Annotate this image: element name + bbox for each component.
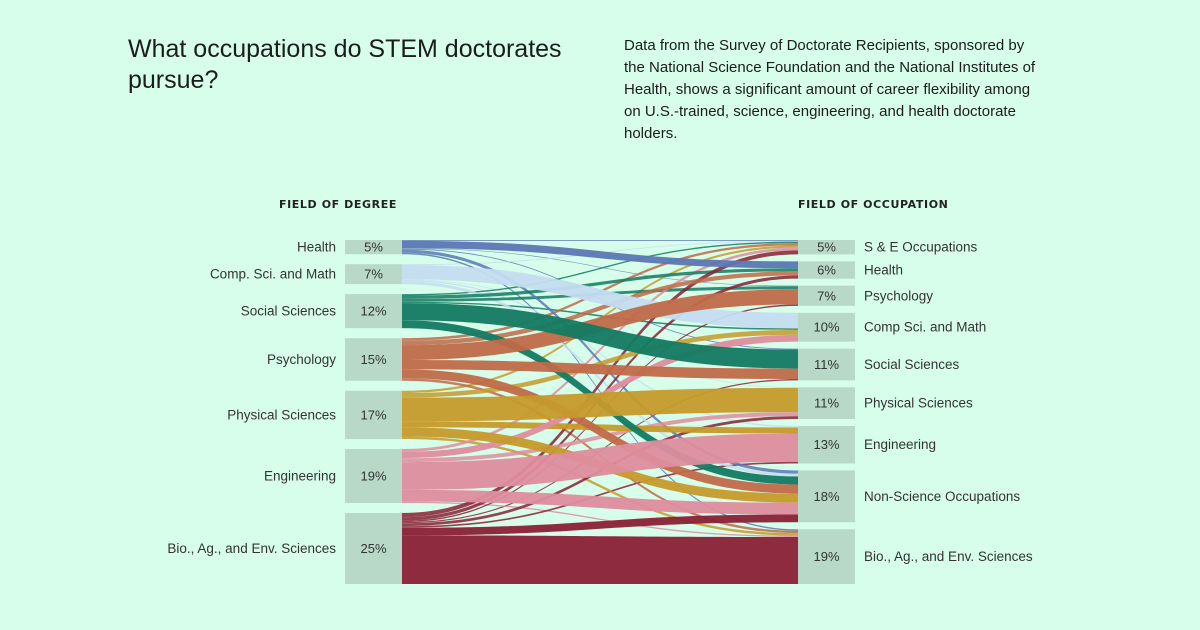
left-node-label-5: Engineering xyxy=(264,469,336,484)
left-node-1 xyxy=(345,264,402,285)
right-node-label-3: Comp Sci. and Math xyxy=(864,320,986,335)
right-node-label-5: Physical Sciences xyxy=(864,396,973,411)
flow-1-6 xyxy=(402,279,798,428)
left-node-5 xyxy=(345,449,402,503)
right-node-label-6: Engineering xyxy=(864,437,936,452)
flow-4-5 xyxy=(402,387,798,422)
right-node-percent-6: 13% xyxy=(813,437,839,452)
left-node-label-6: Bio., Ag., and Env. Sciences xyxy=(167,541,336,556)
left-node-0 xyxy=(345,240,402,255)
right-node-label-1: Health xyxy=(864,263,903,278)
right-node-1 xyxy=(798,261,855,279)
right-node-percent-4: 11% xyxy=(814,357,839,372)
left-axis-title: FIELD OF DEGREE xyxy=(279,198,397,211)
flow-group xyxy=(402,240,798,584)
right-node-percent-8: 19% xyxy=(813,549,839,564)
flow-4-3 xyxy=(402,329,798,398)
flow-0-1 xyxy=(402,240,798,269)
flow-2-4 xyxy=(402,303,798,369)
flow-0-2 xyxy=(402,248,798,287)
flow-5-5 xyxy=(402,412,798,463)
right-node-label-4: Social Sciences xyxy=(864,357,960,372)
flow-6-8 xyxy=(402,535,798,584)
right-node-8 xyxy=(798,529,855,584)
left-node-percent-4: 17% xyxy=(360,407,386,422)
flow-5-7 xyxy=(402,489,798,515)
right-node-percent-0: 5% xyxy=(817,240,836,255)
left-node-2 xyxy=(345,294,402,329)
flow-0-8 xyxy=(402,252,798,531)
left-node-percent-3: 15% xyxy=(360,352,386,367)
flow-1-3 xyxy=(402,265,798,329)
left-node-percent-2: 12% xyxy=(360,304,386,319)
right-node-percent-3: 10% xyxy=(813,320,839,335)
right-node-2 xyxy=(798,285,855,306)
flow-3-2 xyxy=(402,289,798,361)
chart-description: Data from the Survey of Doctorate Recipi… xyxy=(624,37,1036,142)
left-node-label-1: Comp. Sci. and Math xyxy=(210,267,336,282)
right-node-label-7: Non-Science Occupations xyxy=(864,489,1020,504)
right-node-label-8: Bio., Ag., and Env. Sciences xyxy=(864,549,1033,564)
right-axis-title: FIELD OF OCCUPATION xyxy=(798,198,948,211)
right-node-percent-5: 11% xyxy=(814,396,839,411)
chart-title: What occupations do STEM doctorates purs… xyxy=(128,35,562,94)
left-node-label-3: Psychology xyxy=(267,352,336,367)
node-group: 5% Health 7% Comp. Sci. and Math 12% Social S… xyxy=(167,240,1033,584)
right-node-0 xyxy=(798,240,855,255)
right-node-6 xyxy=(798,426,855,464)
right-node-percent-7: 18% xyxy=(813,489,839,504)
left-node-percent-5: 19% xyxy=(360,469,386,484)
right-node-label-2: Psychology xyxy=(864,288,933,303)
flow-5-0 xyxy=(402,247,798,452)
flow-0-0 xyxy=(402,240,798,241)
flow-3-4 xyxy=(402,360,798,380)
flow-1-7 xyxy=(402,281,798,477)
right-node-3 xyxy=(798,312,855,342)
left-node-percent-1: 7% xyxy=(364,267,383,282)
flow-2-0 xyxy=(402,241,798,296)
flow-6-0 xyxy=(402,250,798,518)
right-node-percent-2: 7% xyxy=(817,288,836,303)
left-node-label-0: Health xyxy=(297,240,336,255)
left-node-percent-6: 25% xyxy=(360,541,386,556)
flow-6-6 xyxy=(402,461,798,528)
flow-5-6 xyxy=(402,433,798,490)
left-node-3 xyxy=(345,338,402,381)
left-node-label-2: Social Sciences xyxy=(241,304,337,319)
flow-6-7 xyxy=(402,514,798,536)
flow-5-8 xyxy=(402,501,798,537)
left-node-percent-0: 5% xyxy=(364,240,383,255)
flow-3-7 xyxy=(402,369,798,494)
left-node-label-4: Physical Sciences xyxy=(227,407,336,422)
flow-2-3 xyxy=(402,301,798,330)
flow-2-1 xyxy=(402,268,798,299)
right-node-percent-1: 6% xyxy=(817,263,836,278)
right-node-5 xyxy=(798,387,855,419)
flow-4-8 xyxy=(402,436,798,536)
flow-3-1 xyxy=(402,271,798,346)
right-node-7 xyxy=(798,470,855,523)
left-node-4 xyxy=(345,390,402,440)
right-node-4 xyxy=(798,348,855,381)
left-node-6 xyxy=(345,513,402,584)
right-node-label-0: S & E Occupations xyxy=(864,240,978,255)
